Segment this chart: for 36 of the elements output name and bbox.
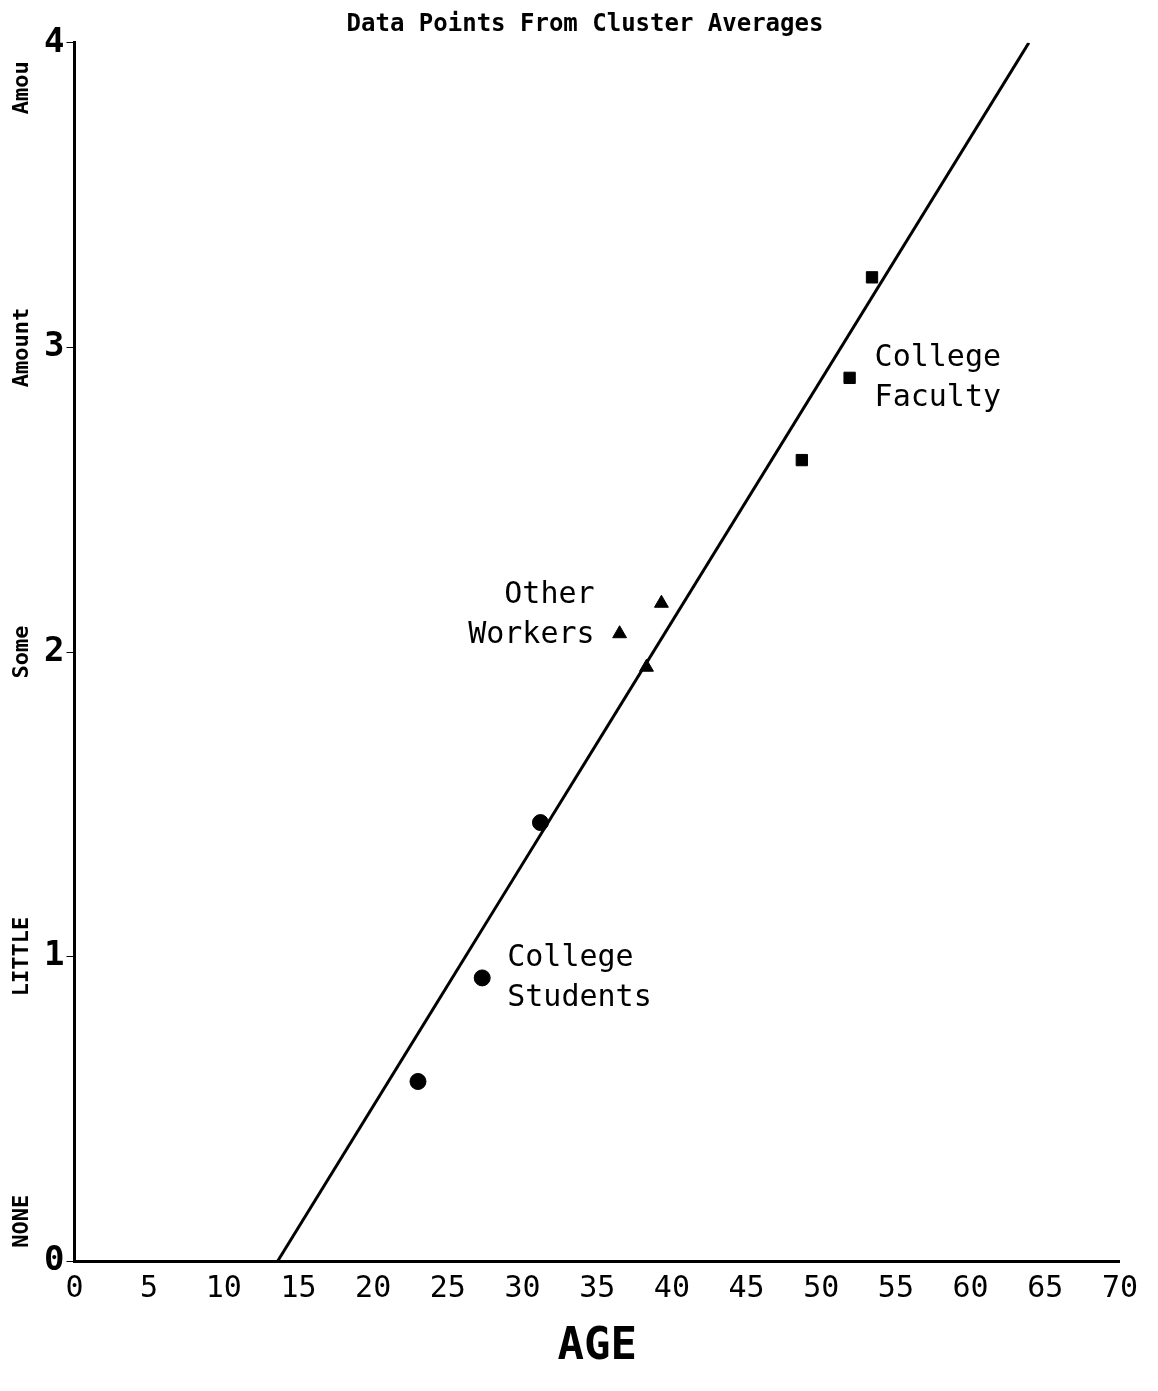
x-tick-label: 20 (355, 1269, 392, 1304)
point (865, 271, 879, 284)
y-tick-label: 2 (43, 628, 65, 669)
x-tick-label: 15 (280, 1269, 317, 1304)
series-label: College Faculty (874, 337, 1002, 413)
x-tick-label: 35 (579, 1269, 616, 1304)
text: Amount (7, 307, 33, 388)
series-label: Other Workers (468, 574, 595, 650)
text: Amou (7, 61, 33, 115)
y-tick-label: 4 (43, 19, 65, 60)
x-tick-label: 70 (1101, 1269, 1138, 1304)
x-tick-label: 40 (653, 1269, 690, 1304)
y-tick-label: 0 (43, 1238, 65, 1279)
x-tick-label: 10 (205, 1269, 242, 1304)
point (843, 371, 856, 385)
x-axis-title: AGE (557, 1318, 637, 1370)
point (531, 814, 549, 832)
x-tick-label: 65 (1027, 1269, 1064, 1304)
x-tick-label: 50 (803, 1269, 840, 1304)
point (612, 625, 628, 639)
text: LITTLE (7, 916, 33, 997)
y-tick-label: 3 (43, 324, 65, 365)
x-tick-label: 5 (140, 1269, 159, 1304)
chart-title: Data Points From Cluster Averages (346, 8, 824, 37)
x-tick-label: 60 (952, 1269, 989, 1304)
y-tick-label: 1 (43, 933, 65, 974)
text: Some (7, 625, 33, 679)
x-tick-label: 45 (728, 1269, 765, 1304)
x-tick-label: 30 (504, 1269, 541, 1304)
point (795, 453, 808, 467)
point (409, 1072, 427, 1090)
series-label: College Students (507, 937, 652, 1013)
x-tick-label: 55 (877, 1269, 914, 1304)
text: NONE (7, 1194, 33, 1248)
point (473, 969, 491, 987)
x-tick-label: 25 (429, 1269, 466, 1304)
